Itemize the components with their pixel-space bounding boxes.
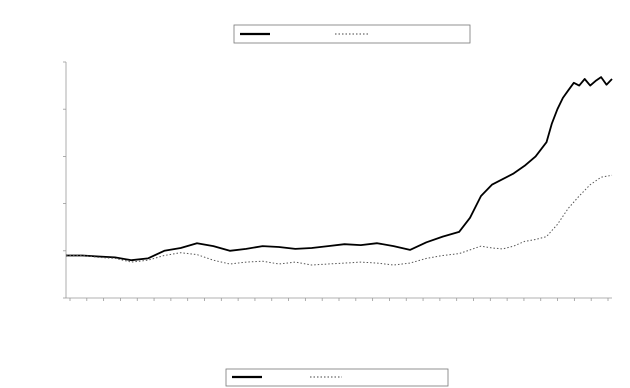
legend-top xyxy=(233,24,471,44)
series-line-solid xyxy=(66,76,613,262)
legend-top-frame xyxy=(233,24,471,44)
x-axis-ticks xyxy=(69,298,609,301)
series-line-dotted xyxy=(66,174,613,266)
legend-bottom-frame xyxy=(225,368,449,387)
legend-bottom xyxy=(225,368,449,387)
y-axis-ticks xyxy=(63,61,66,299)
plot-area xyxy=(63,61,613,301)
